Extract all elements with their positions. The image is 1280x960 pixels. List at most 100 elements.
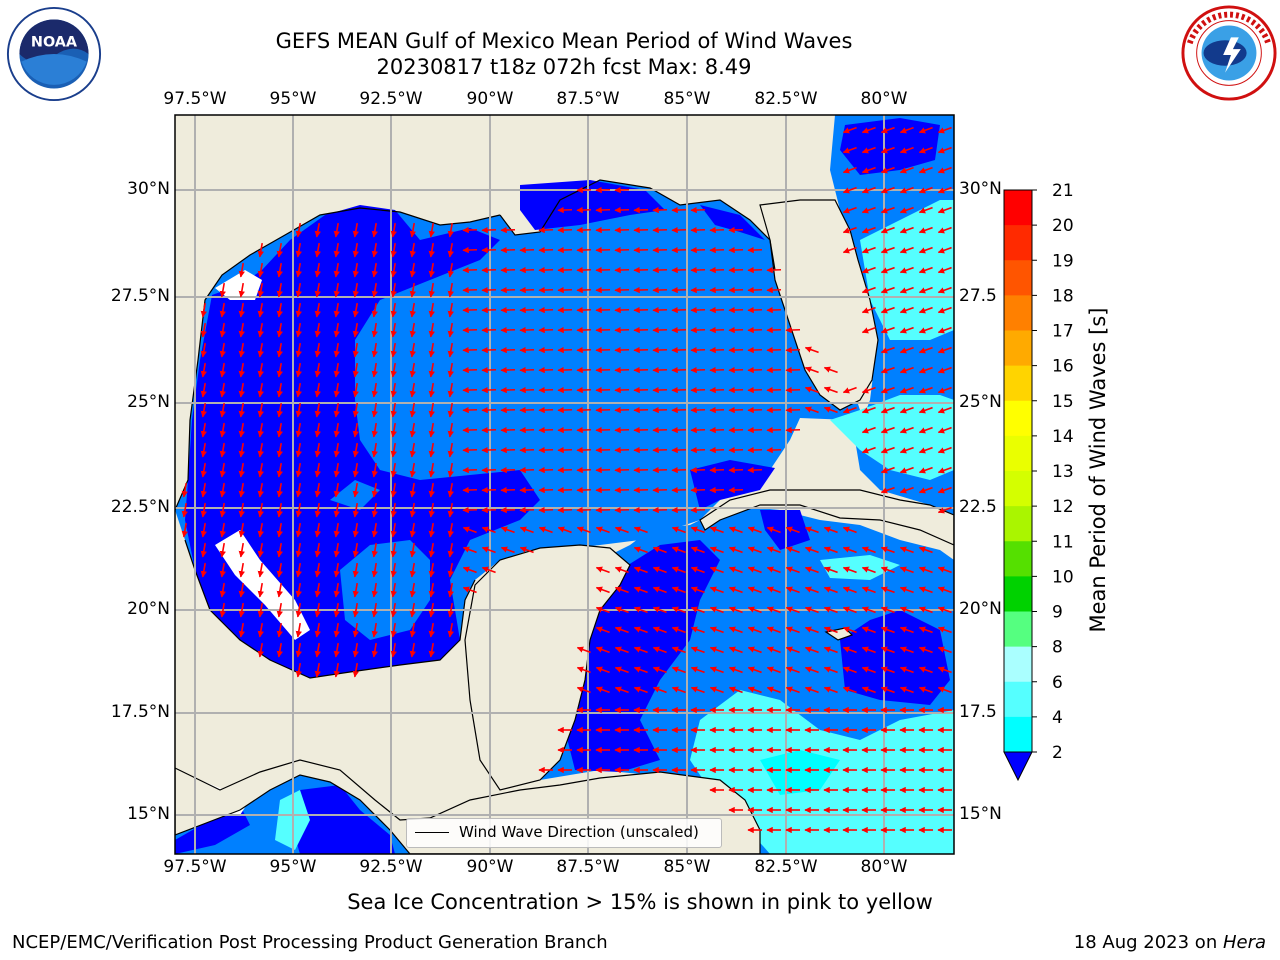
colorbar-tick-label: 14 xyxy=(1052,427,1074,447)
wave-direction-arrow xyxy=(352,402,359,418)
wave-direction-arrow xyxy=(390,442,397,458)
wave-direction-arrow xyxy=(728,606,743,614)
lon-tick-top: 90°W xyxy=(466,89,514,109)
wave-direction-arrow xyxy=(428,462,435,478)
colorbar-segment xyxy=(1004,330,1032,367)
wave-direction-arrow xyxy=(409,242,416,258)
wave-direction-arrow xyxy=(181,502,188,518)
wave-direction-arrow xyxy=(804,626,819,634)
colorbar-segment xyxy=(1004,435,1032,472)
wave-direction-arrow xyxy=(314,582,321,598)
wave-direction-arrow xyxy=(652,666,667,674)
colorbar-tick-label: 2 xyxy=(1052,743,1063,763)
wave-direction-arrow xyxy=(219,382,226,398)
wave-direction-arrow xyxy=(333,522,340,538)
map-area xyxy=(175,115,954,854)
wave-direction-arrow xyxy=(899,146,914,154)
wave-direction-arrow xyxy=(899,566,914,574)
wave-direction-arrow xyxy=(880,406,895,414)
wave-direction-arrow xyxy=(447,422,454,438)
wave-direction-arrow xyxy=(937,346,952,354)
wave-direction-arrow xyxy=(314,642,321,658)
wave-direction-arrow xyxy=(899,686,914,694)
wave-direction-arrow xyxy=(295,522,302,538)
wave-direction-arrow xyxy=(918,446,933,454)
lat-tick-left: 15°N xyxy=(127,804,170,824)
wave-direction-arrow xyxy=(899,666,914,674)
wave-direction-arrow xyxy=(462,586,477,594)
wave-direction-arrow xyxy=(371,422,378,438)
wave-direction-arrow xyxy=(918,126,933,134)
wave-direction-arrow xyxy=(428,442,435,458)
wave-direction-arrow xyxy=(238,482,245,498)
wave-direction-arrow xyxy=(238,362,245,378)
wave-direction-arrow xyxy=(238,442,245,458)
wave-direction-arrow xyxy=(766,546,781,554)
wave-direction-arrow xyxy=(257,262,264,278)
wave-direction-arrow xyxy=(937,446,952,454)
lon-tick-top: 82.5°W xyxy=(754,89,818,109)
lat-tick-right: 25°N xyxy=(959,392,1002,412)
wave-direction-arrow xyxy=(238,602,245,618)
credit-text: NCEP/EMC/Verification Post Processing Pr… xyxy=(12,932,608,953)
wave-direction-arrow xyxy=(880,246,895,254)
wave-direction-arrow xyxy=(937,286,952,294)
wave-direction-arrow xyxy=(219,302,226,318)
wave-direction-arrow xyxy=(181,522,188,538)
wave-direction-arrow xyxy=(690,546,705,554)
wave-direction-arrow xyxy=(937,486,952,494)
wave-direction-arrow xyxy=(219,482,226,498)
lon-tick-top: 95°W xyxy=(269,89,317,109)
wave-direction-arrow xyxy=(371,542,378,558)
wave-direction-arrow xyxy=(747,566,762,574)
wave-direction-arrow xyxy=(899,646,914,654)
wave-direction-arrow xyxy=(447,402,454,418)
wave-direction-arrow xyxy=(576,526,591,534)
wave-direction-arrow xyxy=(238,322,245,338)
wave-direction-arrow xyxy=(899,166,914,174)
wave-direction-arrow xyxy=(257,382,264,398)
colorbar-tick-label: 6 xyxy=(1052,673,1063,693)
wave-direction-arrow xyxy=(428,282,435,298)
wave-direction-arrow xyxy=(200,482,207,498)
wave-direction-arrow xyxy=(842,586,857,594)
wave-direction-arrow xyxy=(709,586,724,594)
wave-direction-arrow xyxy=(899,626,914,634)
wave-direction-arrow xyxy=(918,666,933,674)
wave-direction-arrow xyxy=(333,462,340,478)
wave-direction-arrow xyxy=(390,322,397,338)
wave-direction-arrow xyxy=(652,646,667,654)
wave-direction-arrow xyxy=(352,642,359,658)
wave-direction-arrow xyxy=(333,362,340,378)
lon-tick-bottom: 92.5°W xyxy=(359,857,423,877)
wave-direction-arrow xyxy=(842,546,857,554)
lon-tick-top: 97.5°W xyxy=(163,89,227,109)
wave-direction-arrow xyxy=(747,686,762,694)
wave-direction-arrow xyxy=(219,522,226,538)
wave-direction-arrow xyxy=(899,286,914,294)
wave-direction-arrow xyxy=(899,206,914,214)
wave-direction-arrow xyxy=(276,482,283,498)
wave-direction-arrow xyxy=(709,546,724,554)
wave-direction-arrow xyxy=(314,562,321,578)
wave-direction-arrow xyxy=(804,346,819,354)
wave-direction-arrow xyxy=(823,366,838,374)
wave-direction-arrow xyxy=(257,562,264,578)
colorbar-segment xyxy=(1004,506,1032,542)
wave-direction-arrow xyxy=(200,362,207,378)
wave-direction-arrow xyxy=(880,306,895,314)
lat-tick-left: 27.5°N xyxy=(110,286,170,306)
colorbar-segment xyxy=(1004,260,1032,296)
wave-direction-arrow xyxy=(899,226,914,234)
wave-direction-arrow xyxy=(614,666,629,674)
wave-direction-arrow xyxy=(595,566,610,574)
wave-direction-arrow xyxy=(390,602,397,618)
wave-direction-arrow xyxy=(295,542,302,558)
wave-direction-arrow xyxy=(671,666,686,674)
wave-direction-arrow xyxy=(314,422,321,438)
wave-direction-arrow xyxy=(390,422,397,438)
wave-direction-arrow xyxy=(428,622,435,638)
wave-direction-arrow xyxy=(823,386,838,394)
wave-direction-arrow xyxy=(447,622,454,638)
wave-direction-arrow xyxy=(633,626,648,634)
